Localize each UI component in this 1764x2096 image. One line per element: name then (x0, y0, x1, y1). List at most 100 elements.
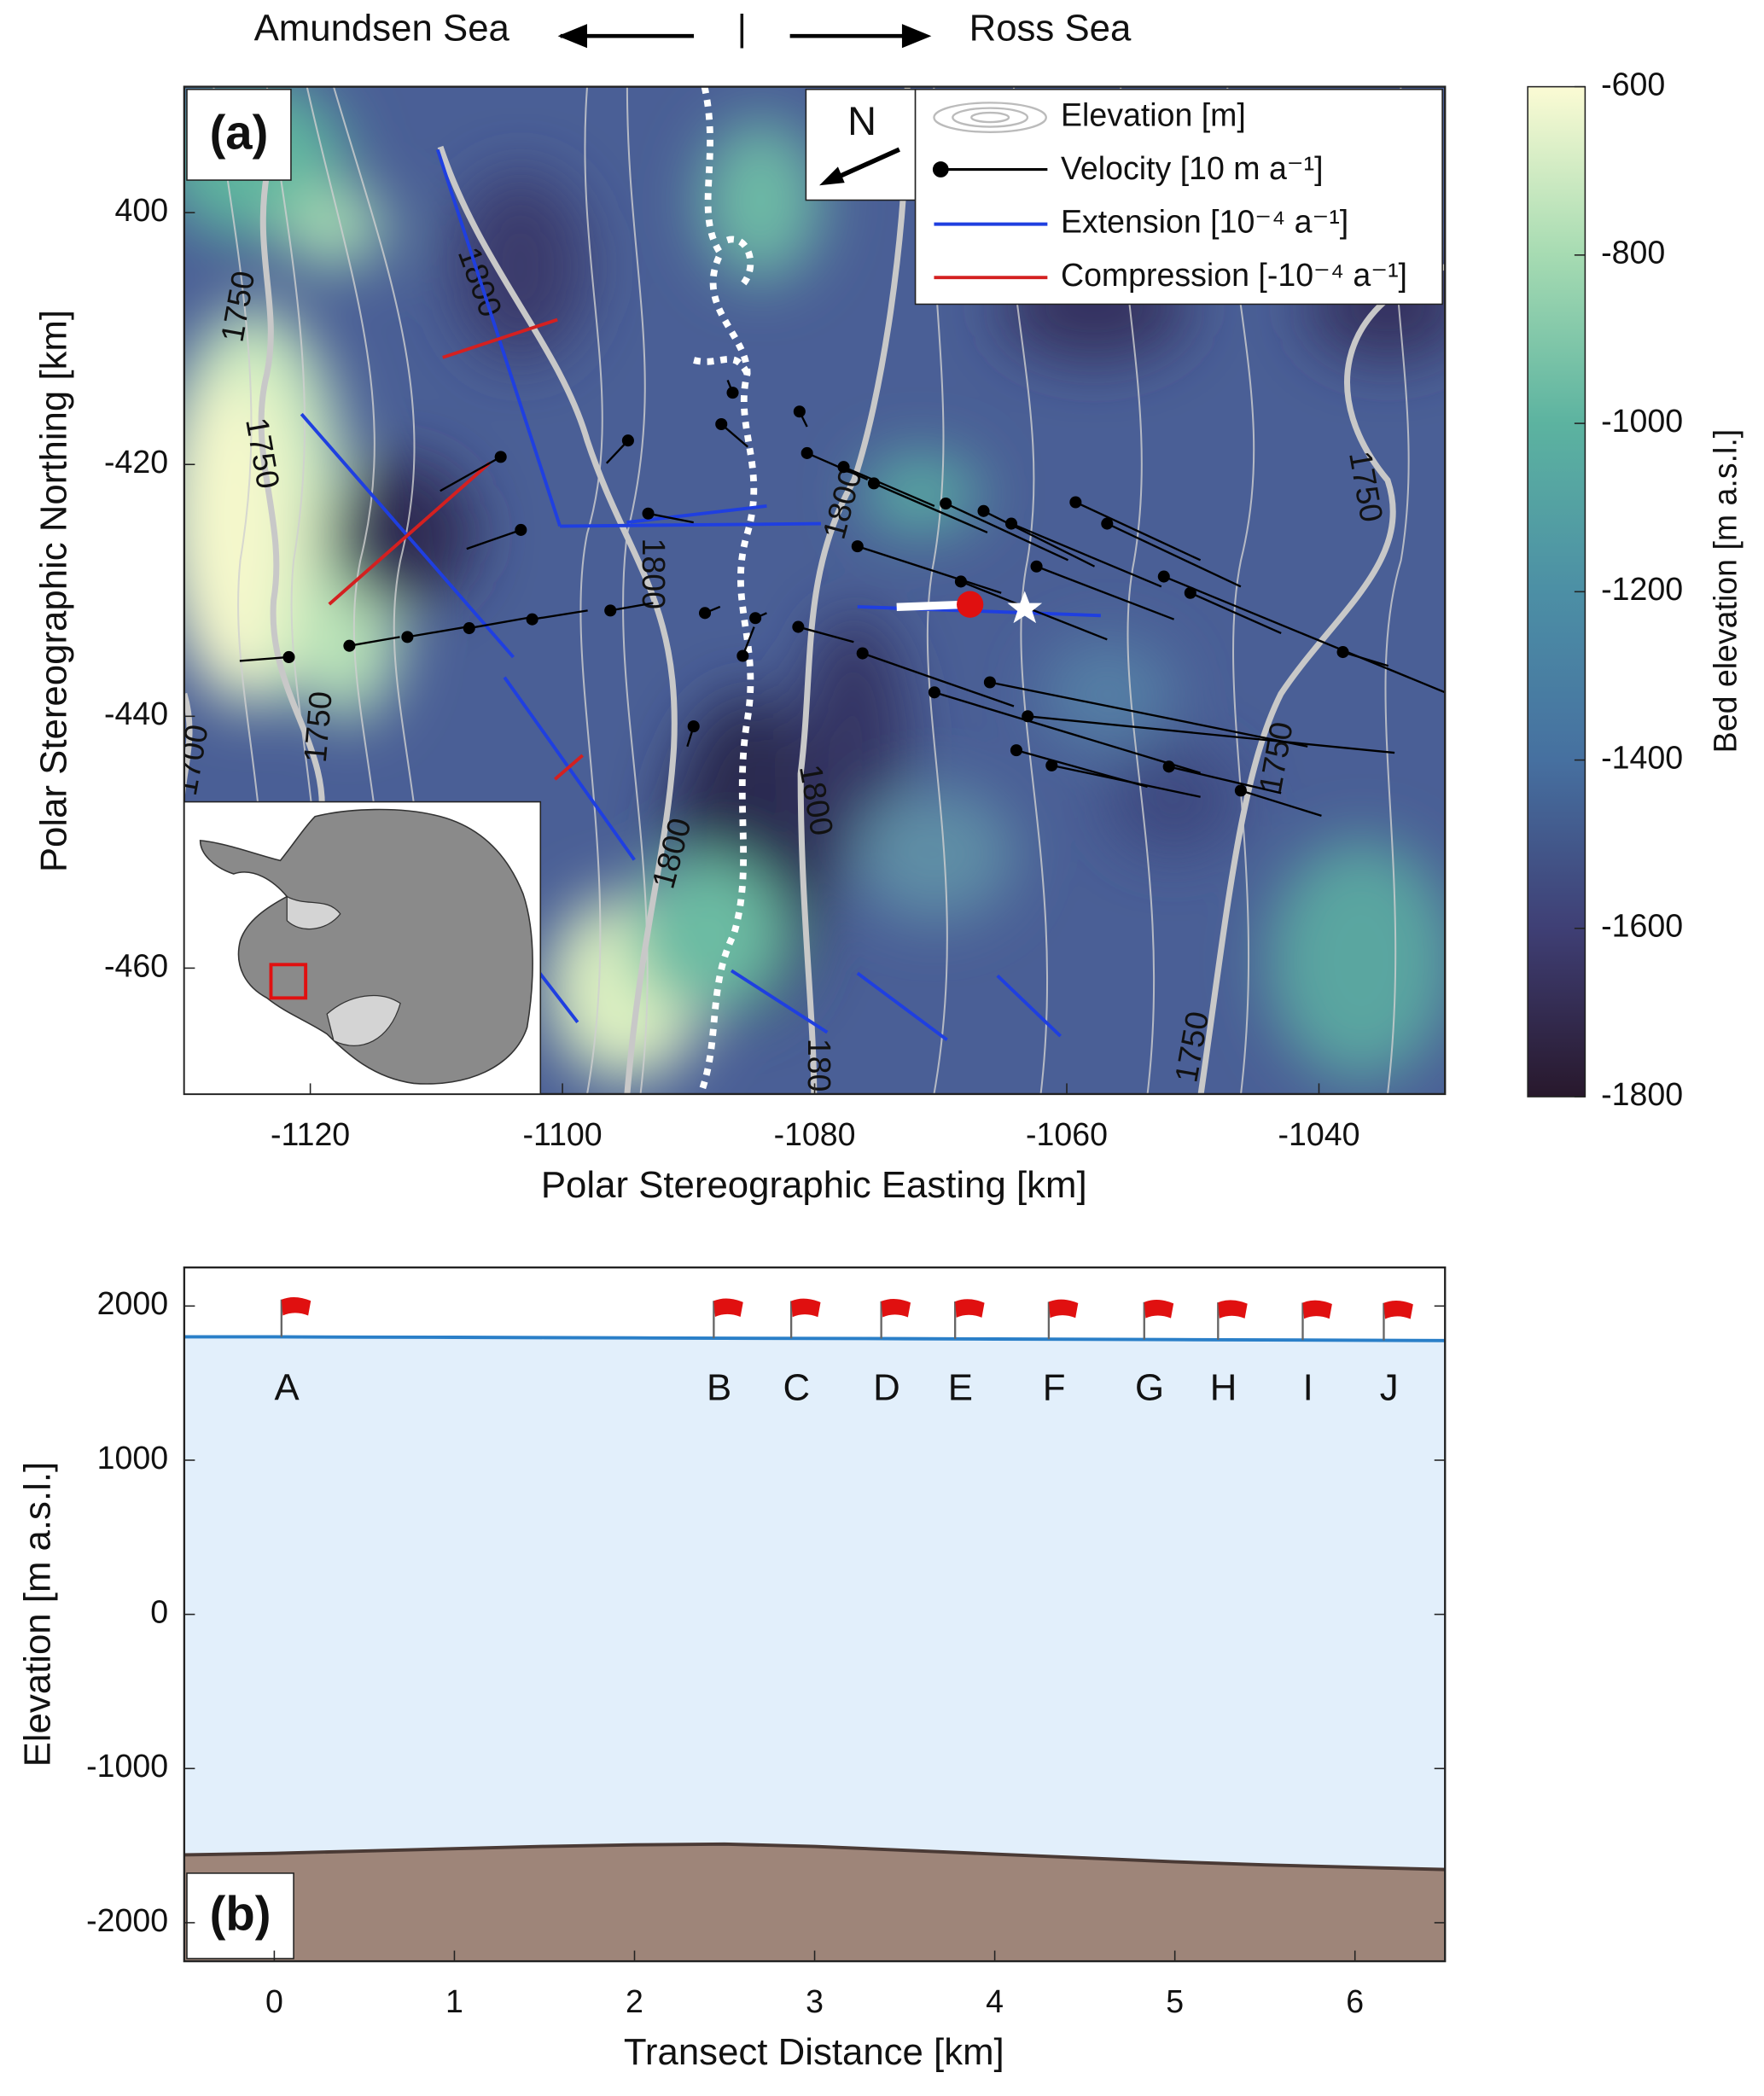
velocity-vector (648, 512, 694, 524)
y-tick-label: -2000 (86, 1902, 168, 1938)
extension-segment (996, 974, 1062, 1038)
velocity-vector (466, 528, 521, 550)
velocity-vector (1190, 591, 1282, 635)
velocity-station (715, 417, 728, 431)
velocity-vector (532, 609, 588, 620)
velocity-vector (349, 636, 400, 647)
x-tick-label: 1 (445, 1983, 463, 2019)
velocity-station (621, 434, 634, 447)
velocity-station (1004, 517, 1018, 530)
velocity-vector (610, 602, 654, 612)
velocity-station (983, 676, 996, 689)
marker-label: A (274, 1367, 300, 1409)
velocity-station (515, 523, 527, 536)
flag (713, 1298, 743, 1339)
velocity-station (940, 497, 952, 510)
velocity-station (837, 461, 850, 474)
colorbar-tick-label: -1400 (1601, 739, 1683, 775)
velocity-station (867, 477, 881, 490)
velocity-station (401, 631, 414, 643)
y-tick-label: -460 (104, 947, 168, 983)
colorbar-tick-label: -1200 (1601, 571, 1683, 607)
velocity-vector (1010, 522, 1162, 588)
contour-label: 1800 (636, 538, 672, 608)
velocity-station (526, 613, 539, 626)
ice-fill (183, 1336, 1446, 1870)
panel-label-box (186, 88, 292, 181)
y-tick-label: -420 (104, 444, 168, 480)
surface-line (183, 1335, 1446, 1342)
velocity-station (1162, 760, 1175, 773)
legend-contour-icon (952, 107, 1029, 128)
velocity-vector (407, 626, 467, 638)
velocity-vector (960, 580, 1108, 641)
velocity-station (1157, 570, 1170, 583)
star-site (1007, 591, 1043, 624)
main-contours (183, 86, 1446, 1094)
flag (1217, 1300, 1248, 1340)
header-left: Amundsen Sea (254, 8, 510, 49)
arrowhead (557, 24, 588, 49)
colorbar-label: Bed elevation [m a.s.l.] (1708, 429, 1744, 754)
velocity-station (851, 540, 864, 553)
flag-cloth (791, 1298, 821, 1318)
y-tick-label: -1000 (86, 1748, 168, 1784)
colorbar-tick-label: -1600 (1601, 908, 1683, 944)
flag-cloth (1218, 1300, 1248, 1319)
x-tick-label: 5 (1166, 1983, 1184, 2019)
velocity-station (749, 612, 762, 625)
velocity-vector (843, 466, 935, 508)
colorbar-tick-label: -1000 (1601, 403, 1683, 439)
legend-label: Elevation [m] (1061, 96, 1246, 132)
y-tick-label: 0 (150, 1594, 168, 1630)
velocity-station (282, 650, 295, 664)
compression-segment (553, 754, 584, 781)
velocity-vector (1163, 575, 1446, 694)
header-right: Ross Sea (969, 8, 1132, 49)
flag (1383, 1300, 1413, 1341)
flag-cloth (1302, 1300, 1332, 1319)
marker-label: I (1303, 1367, 1313, 1409)
flag (789, 1298, 821, 1339)
velocity-station (687, 720, 700, 733)
compression-segment (442, 317, 558, 359)
velocity-station (1336, 646, 1349, 659)
velocity-vector (1036, 565, 1175, 620)
ice-divide (693, 86, 758, 1094)
y-axis-label: Polar Stereographic Northing [km] (32, 310, 74, 872)
flag-cloth (1144, 1300, 1174, 1319)
x-tick-label: -1120 (271, 1116, 350, 1152)
velocity-station (1101, 517, 1114, 530)
legend-contour-icon (933, 102, 1047, 133)
antarctica (199, 808, 533, 1085)
velocity-vector (945, 502, 1068, 562)
colorbar-tick-label: -600 (1601, 67, 1665, 102)
velocity-vector (806, 451, 869, 481)
velocity-vector (1168, 766, 1282, 795)
velocity-vector (798, 626, 854, 643)
study-area (269, 963, 308, 1000)
panel-label: (b) (210, 1886, 271, 1940)
inset-map (183, 801, 542, 1095)
velocity-station (1184, 586, 1196, 599)
velocity-vector (873, 482, 988, 533)
velocity-vector (239, 655, 289, 662)
legend: Elevation [m] Velocity [10 m a⁻¹] Extens… (914, 88, 1443, 306)
colorbar-tick-label: -800 (1601, 235, 1665, 271)
velocity-station (800, 446, 813, 459)
velocity-station (604, 604, 617, 617)
x-tick-label: 3 (806, 1983, 824, 2019)
extension-segment (730, 969, 829, 1034)
panel-label: (a) (210, 105, 269, 159)
north-arrowhead (819, 166, 845, 186)
bed-fill (183, 1843, 1446, 1962)
velocity-station (1045, 759, 1058, 771)
flag-cloth (713, 1298, 743, 1318)
x-tick-label: -1080 (774, 1116, 856, 1152)
y-axis-label: Elevation [m a.s.l.] (17, 1462, 59, 1767)
velocity-station (726, 387, 739, 399)
panel-label-box (186, 1872, 294, 1959)
velocity-station (463, 622, 475, 635)
flag (1143, 1300, 1174, 1340)
